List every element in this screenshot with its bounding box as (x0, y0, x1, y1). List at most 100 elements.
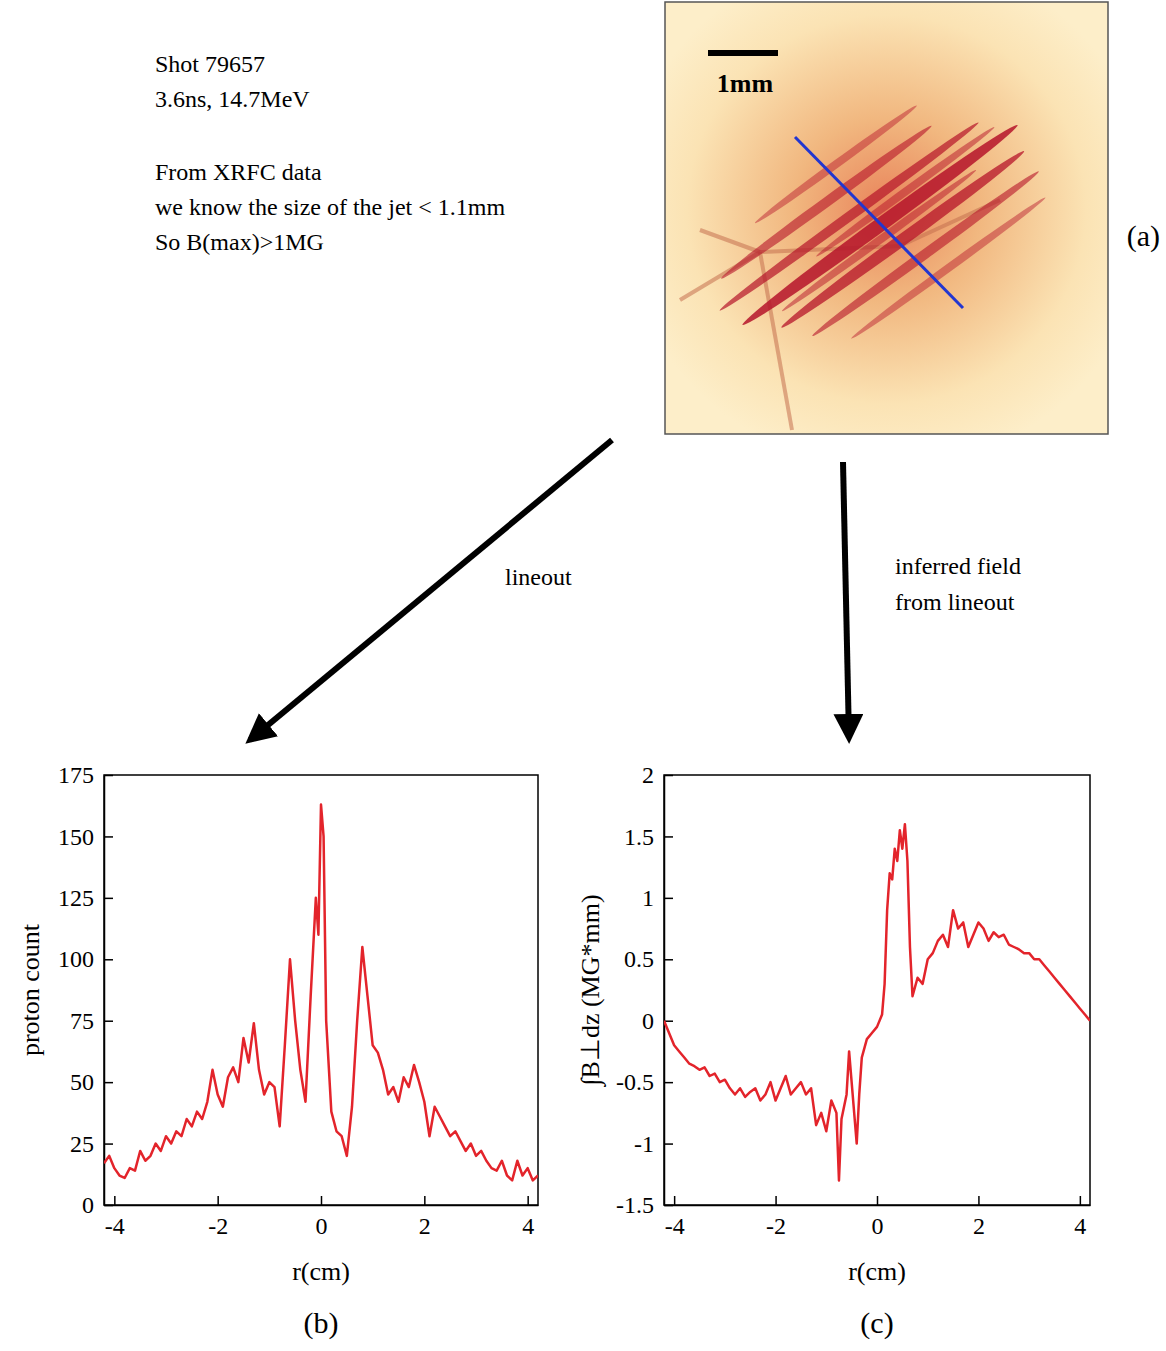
x-tick: -4 (105, 1196, 125, 1239)
x-tick-label: -2 (766, 1213, 786, 1239)
data-line (104, 804, 538, 1180)
y-tick: 0.5 (624, 946, 673, 972)
plot-frame (104, 775, 538, 1205)
x-tick: 2 (973, 1196, 985, 1239)
x-tick-mark (1080, 1196, 1082, 1205)
x-tick-label: 4 (1074, 1213, 1086, 1239)
arrow (250, 440, 612, 740)
y-tick-mark (104, 1082, 113, 1084)
radiograph-feature (700, 230, 760, 252)
radiograph-streak (753, 102, 920, 226)
y-tick: -1.5 (616, 1192, 673, 1218)
note-text: Shot 79657 (155, 51, 265, 77)
y-tick-mark (664, 836, 673, 838)
y-tick: 150 (58, 824, 113, 850)
x-tick-label: 0 (316, 1213, 328, 1239)
y-tick-label: 150 (58, 824, 94, 850)
x-tick-mark (321, 1196, 323, 1205)
chart: -4 -2 0 2 4 -1.5 -1 -0.5 0 0.5 1 1.5 2 r(cm) ∫B⊥dz (MG… (576, 762, 1091, 1340)
x-tick: 0 (316, 1196, 328, 1239)
x-tick-label: 2 (419, 1213, 431, 1239)
y-tick-mark (104, 898, 113, 900)
x-tick: -4 (665, 1196, 685, 1239)
x-tick-mark (674, 1196, 676, 1205)
y-tick-mark (664, 1205, 673, 1207)
radiograph (665, 2, 1108, 434)
y-tick-mark (104, 1205, 113, 1207)
y-tick: 75 (70, 1008, 113, 1034)
y-axis-line (104, 776, 106, 1206)
figure: Shot 79657 3.6ns, 14.7MeV From XRFC data we… (0, 0, 1166, 1351)
y-tick: -1 (634, 1131, 673, 1157)
x-tick-mark (424, 1196, 426, 1205)
radiograph-border (665, 2, 1108, 434)
x-tick-label: 0 (872, 1213, 884, 1239)
y-tick-mark (664, 959, 673, 961)
y-tick: -0.5 (616, 1069, 673, 1095)
y-tick-mark (664, 898, 673, 900)
scale-bar (708, 50, 778, 56)
y-tick-label: 0 (642, 1008, 654, 1034)
y-tick: 175 (58, 762, 113, 788)
y-tick: 50 (70, 1069, 113, 1095)
y-tick-label: -0.5 (616, 1069, 654, 1095)
x-tick: -2 (766, 1196, 786, 1239)
x-axis: -4 -2 0 2 4 (665, 1196, 1091, 1239)
note-text: 3.6ns, 14.7MeV (155, 86, 310, 112)
y-tick-label: 1 (642, 885, 654, 911)
y-tick: 1.5 (624, 824, 673, 850)
y-tick: 1 (642, 885, 673, 911)
y-tick-mark (664, 1143, 673, 1145)
panel-label: (c) (860, 1306, 893, 1340)
x-tick: 0 (872, 1196, 884, 1239)
y-tick-mark (104, 836, 113, 838)
note-text: So B(max)>1MG (155, 229, 324, 255)
x-axis-title: r(cm) (848, 1257, 906, 1286)
y-tick-label: 1.5 (624, 824, 654, 850)
y-tick-label: 25 (70, 1131, 94, 1157)
note-text: we know the size of the jet < 1.1mm (155, 194, 505, 220)
radiograph-streak (849, 194, 1048, 342)
y-axis-title: ∫B⊥dz (MG*mm) (576, 894, 606, 1087)
x-tick-label: -2 (208, 1213, 228, 1239)
y-tick-mark (104, 959, 113, 961)
panel-label: (b) (304, 1306, 339, 1340)
y-tick: 2 (642, 762, 673, 788)
y-tick-label: 2 (642, 762, 654, 788)
y-tick-mark (664, 1082, 673, 1084)
y-axis-line (664, 776, 666, 1206)
x-tick: 4 (522, 1196, 534, 1239)
x-tick-mark (877, 1196, 879, 1205)
x-tick-mark (217, 1196, 219, 1205)
x-tick-label: 2 (973, 1213, 985, 1239)
chart: -4 -2 0 2 4 0 25 50 75 100 125 150 175 r(cm) proton co… (16, 762, 539, 1340)
y-tick-label: -1.5 (616, 1192, 654, 1218)
arrow-label: inferred field (895, 553, 1021, 579)
y-tick: 125 (58, 885, 113, 911)
y-tick-label: 100 (58, 946, 94, 972)
y-tick-label: 0 (82, 1192, 94, 1218)
arrow (843, 462, 849, 738)
x-tick-mark (527, 1196, 529, 1205)
y-tick-mark (104, 1143, 113, 1145)
panel-label: (a) (1127, 219, 1160, 253)
y-tick-label: -1 (634, 1131, 654, 1157)
x-tick: -2 (208, 1196, 228, 1239)
plot-area (104, 804, 538, 1180)
radiograph-streak (738, 119, 1021, 330)
note-text: From XRFC data (155, 159, 322, 185)
radiograph-streak (814, 124, 997, 260)
y-axis: 0 25 50 75 100 125 150 175 (58, 762, 113, 1218)
radiograph-streak (809, 167, 1041, 340)
scale-bar-label: 1mm (717, 69, 774, 98)
x-tick-label: -4 (665, 1213, 685, 1239)
y-tick-label: 175 (58, 762, 94, 788)
y-axis-title: proton count (16, 923, 45, 1056)
lineout-line (795, 137, 963, 308)
y-tick-label: 125 (58, 885, 94, 911)
plot-area (664, 824, 1090, 1180)
radiograph-streak (718, 122, 934, 283)
x-tick-mark (775, 1196, 777, 1205)
x-axis-title: r(cm) (292, 1257, 350, 1286)
y-tick-mark (104, 775, 113, 777)
